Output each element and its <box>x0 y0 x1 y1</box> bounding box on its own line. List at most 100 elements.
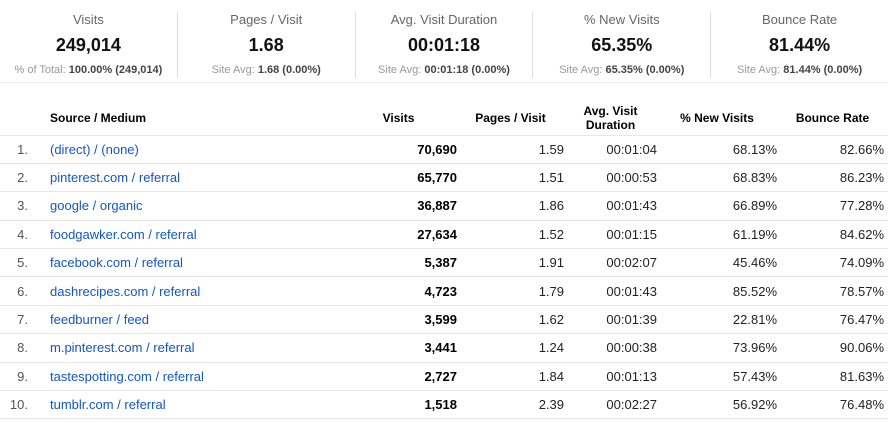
bounce-rate-value: 86.23% <box>777 162 888 192</box>
row-rank: 1. <box>0 134 40 164</box>
scorecard-sub-label: Site Avg: <box>559 64 603 76</box>
source-medium-cell: foodgawker.com / referral <box>40 219 370 249</box>
scorecard-subtext: Site Avg: 65.35% (0.00%) <box>533 64 710 76</box>
source-medium-link[interactable]: facebook.com / referral <box>50 255 183 271</box>
scorecard-sub-value: 100.00% (249,014) <box>68 64 163 76</box>
scorecard-avg-visit-duration: Avg. Visit Duration 00:01:18 Site Avg: 0… <box>354 12 533 78</box>
visits-value: 4,723 <box>370 276 457 306</box>
source-medium-link[interactable]: tumblr.com / referral <box>50 397 166 413</box>
scorecard-label: % New Visits <box>583 12 660 27</box>
pages-per-visit-value: 1.84 <box>457 361 564 391</box>
table-row: 5. facebook.com / referral 5,387 1.91 00:02:… <box>0 248 888 277</box>
analytics-traffic-sources-report: Visits 249,014 % of Total: 100.00% (249,… <box>0 0 888 420</box>
pct-new-visits-value: 66.89% <box>657 191 777 221</box>
scorecard-label: Avg. Visit Duration <box>390 12 498 27</box>
table-body: 1. (direct) / (none) 70,690 1.59 00:01:04 68.… <box>0 134 888 420</box>
scorecard-subtext: Site Avg: 81.44% (0.00%) <box>711 64 888 76</box>
scorecard-label: Bounce Rate <box>762 12 838 27</box>
source-medium-link[interactable]: m.pinterest.com / referral <box>50 340 195 356</box>
visits-value: 27,634 <box>370 219 457 249</box>
avg-visit-duration-value: 00:01:39 <box>564 304 657 334</box>
table-row: 6. dashrecipes.com / referral 4,723 1.79 00:… <box>0 276 888 306</box>
scorecard-pct-new-visits: % New Visits 65.35% Site Avg: 65.35% (0.… <box>532 12 710 78</box>
source-medium-cell: facebook.com / referral <box>40 248 370 277</box>
avg-visit-duration-value: 00:00:53 <box>564 162 657 192</box>
avg-visit-duration-value: 00:01:15 <box>564 219 657 249</box>
pct-new-visits-value: 85.52% <box>657 276 777 306</box>
visits-value: 36,887 <box>370 191 457 221</box>
scorecards-bar: Visits 249,014 % of Total: 100.00% (249,… <box>0 0 888 83</box>
pct-new-visits-value: 45.46% <box>657 248 777 277</box>
bounce-rate-value: 84.62% <box>777 219 888 249</box>
table-row: 2. pinterest.com / referral 65,770 1.51 00:0… <box>0 162 888 192</box>
column-header-avg-visit-duration[interactable]: Avg. Visit Duration <box>583 103 638 132</box>
traffic-sources-table: Source / Medium Visits Pages / Visit Avg… <box>0 101 888 420</box>
row-rank: 3. <box>0 191 40 221</box>
avg-visit-duration-value: 00:01:43 <box>564 276 657 306</box>
visits-value: 70,690 <box>370 134 457 164</box>
scorecard-sub-label: % of Total: <box>14 64 66 76</box>
scorecard-value: 00:01:18 <box>407 35 481 55</box>
visits-value: 1,518 <box>370 390 457 420</box>
source-medium-link[interactable]: google / organic <box>50 198 143 214</box>
column-header-source-medium[interactable]: Source / Medium <box>50 110 147 125</box>
pct-new-visits-value: 57.43% <box>657 361 777 391</box>
pages-per-visit-value: 1.62 <box>457 304 564 334</box>
pct-new-visits-value: 68.13% <box>657 134 777 164</box>
scorecard-subtext: % of Total: 100.00% (249,014) <box>0 64 177 76</box>
table-row: 1. (direct) / (none) 70,690 1.59 00:01:04 68.… <box>0 134 888 164</box>
column-header-pct-new-visits[interactable]: % New Visits <box>680 110 754 125</box>
scorecard-value: 249,014 <box>55 35 121 55</box>
scorecard-label: Visits <box>72 12 104 27</box>
scorecard-sub-label: Site Avg: <box>737 64 781 76</box>
row-rank: 4. <box>0 219 40 249</box>
scorecard-sub-value: 81.44% (0.00%) <box>783 64 863 76</box>
scorecard-pages-per-visit: Pages / Visit 1.68 Site Avg: 1.68 (0.00%… <box>176 12 355 78</box>
source-medium-link[interactable]: feedburner / feed <box>50 312 150 328</box>
visits-value: 3,441 <box>370 333 457 363</box>
table-row: 8. m.pinterest.com / referral 3,441 1.24 00:… <box>0 333 888 363</box>
bounce-rate-value: 81.63% <box>777 361 888 391</box>
scorecard-subtext: Site Avg: 1.68 (0.00%) <box>178 64 355 76</box>
scorecard-value: 81.44% <box>769 35 831 55</box>
scorecard-visits: Visits 249,014 % of Total: 100.00% (249,… <box>0 12 177 78</box>
table-row: 10. tumblr.com / referral 1,518 2.39 00:02:2… <box>0 390 888 420</box>
scorecard-sub-value: 65.35% (0.00%) <box>605 64 685 76</box>
avg-visit-duration-value: 00:02:07 <box>564 248 657 277</box>
column-header-pages-per-visit[interactable]: Pages / Visit <box>475 110 546 125</box>
pages-per-visit-value: 1.51 <box>457 162 564 192</box>
scorecard-value: 1.68 <box>248 35 284 55</box>
visits-value: 3,599 <box>370 304 457 334</box>
source-medium-cell: (direct) / (none) <box>40 134 370 164</box>
avg-visit-duration-value: 00:02:27 <box>564 390 657 420</box>
bounce-rate-value: 76.47% <box>777 304 888 334</box>
column-header-bounce-rate[interactable]: Bounce Rate <box>795 110 870 125</box>
pct-new-visits-value: 56.92% <box>657 390 777 420</box>
source-medium-link[interactable]: dashrecipes.com / referral <box>50 283 201 299</box>
pages-per-visit-value: 2.39 <box>457 390 564 420</box>
bounce-rate-value: 82.66% <box>777 134 888 164</box>
source-medium-link[interactable]: foodgawker.com / referral <box>50 226 197 242</box>
pages-per-visit-value: 1.59 <box>457 134 564 164</box>
bounce-rate-value: 78.57% <box>777 276 888 306</box>
table-header-row: Source / Medium Visits Pages / Visit Avg… <box>0 101 888 135</box>
scorecard-label: Pages / Visit <box>230 12 303 27</box>
pct-new-visits-value: 73.96% <box>657 333 777 363</box>
table-row: 7. feedburner / feed 3,599 1.62 00:01:39 22.8… <box>0 304 888 334</box>
source-medium-cell: pinterest.com / referral <box>40 162 370 192</box>
table-row: 4. foodgawker.com / referral 27,634 1.52 00:… <box>0 219 888 249</box>
table-row: 9. tastespotting.com / referral 2,727 1.84 0… <box>0 361 888 391</box>
scorecard-bounce-rate: Bounce Rate 81.44% Site Avg: 81.44% (0.0… <box>710 12 888 78</box>
pages-per-visit-value: 1.86 <box>457 191 564 221</box>
row-rank: 2. <box>0 162 40 192</box>
column-header-visits[interactable]: Visits <box>382 110 415 125</box>
source-medium-cell: tastespotting.com / referral <box>40 361 370 391</box>
row-rank: 7. <box>0 304 40 334</box>
source-medium-link[interactable]: pinterest.com / referral <box>50 170 181 186</box>
source-medium-link[interactable]: tastespotting.com / referral <box>50 368 204 384</box>
avg-visit-duration-value: 00:00:38 <box>564 333 657 363</box>
source-medium-cell: google / organic <box>40 191 370 221</box>
avg-visit-duration-value: 00:01:13 <box>564 361 657 391</box>
source-medium-link[interactable]: (direct) / (none) <box>50 141 139 157</box>
bounce-rate-value: 74.09% <box>777 248 888 277</box>
